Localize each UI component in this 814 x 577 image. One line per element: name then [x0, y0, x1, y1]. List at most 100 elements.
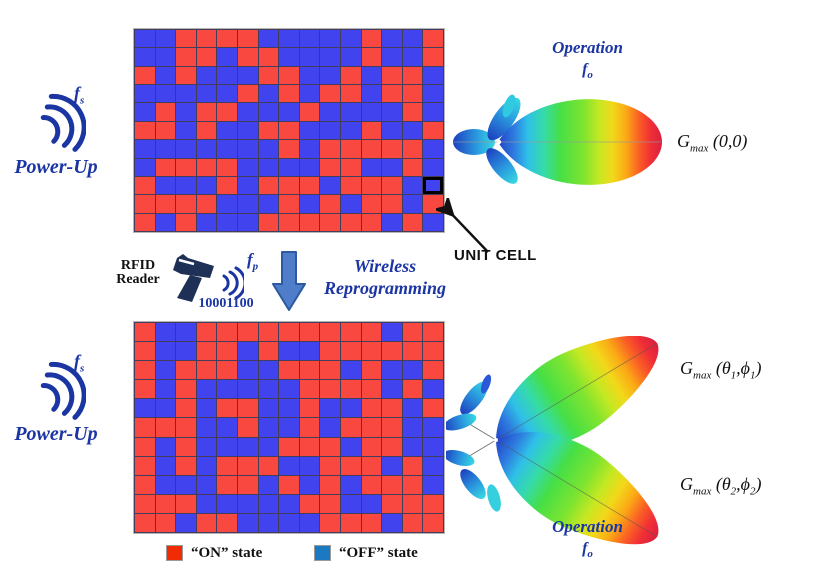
grid-cell-off	[258, 475, 279, 494]
grid-cell-on	[320, 158, 340, 176]
grid-cell-off	[299, 66, 320, 85]
grid-cell-off	[176, 475, 196, 494]
grid-cell-on	[402, 494, 423, 513]
grid-cell-off	[217, 121, 237, 140]
grid-cell-on	[320, 195, 340, 213]
grid-cell-on	[135, 195, 155, 213]
grid-cell-off	[299, 121, 320, 140]
grid-cell-off	[196, 456, 217, 475]
grid-cell-on	[258, 213, 279, 231]
grid-cell-on	[176, 437, 196, 456]
grid-cell-on	[196, 121, 217, 140]
grid-cell-on	[217, 323, 237, 342]
grid-cell-off	[238, 158, 258, 176]
grid-cell-on	[402, 140, 423, 158]
grid-cell-off	[155, 323, 176, 342]
grid-cell-off	[196, 176, 217, 195]
grid-cell-on	[279, 85, 299, 103]
grid-cell-on	[320, 323, 340, 342]
grid-cell-off	[135, 399, 155, 418]
grid-cell-on	[217, 513, 237, 532]
grid-cell-on	[238, 85, 258, 103]
grid-cell-off	[155, 85, 176, 103]
unit-cell	[423, 176, 443, 195]
single-beam-pattern	[453, 94, 662, 185]
grid-cell-on	[341, 380, 361, 399]
grid-cell-off	[258, 418, 279, 437]
grid-cell-off	[320, 399, 340, 418]
grid-cell-on	[341, 323, 361, 342]
grid-cell-on	[217, 342, 237, 361]
text-segment: G	[680, 358, 693, 378]
gain-label-beam1: Gmax (θ1,ϕ1)	[680, 358, 762, 382]
off-state-label: “OFF” state	[339, 545, 418, 561]
grid-cell-on	[135, 456, 155, 475]
grid-cell-on	[299, 437, 320, 456]
lower-lobe	[468, 423, 659, 545]
grid-cell-on	[258, 66, 279, 85]
grid-cell-on	[176, 195, 196, 213]
grid-cell-off	[402, 418, 423, 437]
grid-cell-on	[155, 494, 176, 513]
grid-cell-off	[423, 158, 443, 176]
grid-cell-off	[341, 361, 361, 380]
grid-cell-off	[320, 48, 340, 66]
grid-cell-on	[341, 456, 361, 475]
text-segment: p	[252, 260, 259, 273]
grid-cell-off	[217, 380, 237, 399]
grid-cell-on	[320, 380, 340, 399]
grid-cell-off	[341, 103, 361, 121]
grid-cell-on	[135, 176, 155, 195]
grid-cell-off	[423, 456, 443, 475]
grid-cell-on	[361, 475, 382, 494]
grid-cell-on	[382, 140, 402, 158]
grid-cell-on	[176, 456, 196, 475]
grid-cell-on	[320, 361, 340, 380]
grid-cell-on	[402, 342, 423, 361]
grid-cell-off	[341, 48, 361, 66]
top-metasurface-grid	[133, 28, 445, 233]
grid-cell-on	[341, 342, 361, 361]
grid-cell-off	[382, 456, 402, 475]
grid-cell-off	[238, 437, 258, 456]
grid-cell-off	[196, 140, 217, 158]
grid-cell-off	[423, 213, 443, 231]
grid-cell-on	[423, 48, 443, 66]
grid-cell-off	[217, 48, 237, 66]
grid-cell-off	[217, 418, 237, 437]
grid-cell-off	[258, 513, 279, 532]
grid-cell-on	[135, 494, 155, 513]
grid-cell-off	[217, 213, 237, 231]
grid-cell-off	[320, 176, 340, 195]
grid-cell-off	[279, 103, 299, 121]
grid-cell-on	[135, 475, 155, 494]
grid-cell-on	[341, 140, 361, 158]
grid-cell-on	[176, 48, 196, 66]
grid-cell-off	[155, 342, 176, 361]
gain-label-beam2: Gmax (θ2,ϕ2)	[680, 474, 762, 498]
grid-cell-on	[176, 399, 196, 418]
text-segment: 1	[750, 369, 756, 382]
grid-cell-on	[279, 323, 299, 342]
grid-cell-off	[341, 437, 361, 456]
text-segment: ,ϕ	[736, 474, 750, 494]
grid-cell-on	[361, 399, 382, 418]
grid-cell-on	[196, 342, 217, 361]
grid-cell-off	[155, 176, 176, 195]
grid-cell-on	[217, 399, 237, 418]
grid-cell-on	[238, 30, 258, 48]
grid-cell-on	[176, 494, 196, 513]
grid-cell-on	[279, 140, 299, 158]
grid-cell-on	[382, 418, 402, 437]
bit-sequence-label: 10001100	[198, 296, 254, 311]
grid-cell-off	[341, 121, 361, 140]
grid-cell-off	[279, 494, 299, 513]
grid-cell-off	[361, 66, 382, 85]
grid-cell-on	[382, 494, 402, 513]
grid-cell-on	[423, 323, 443, 342]
text-segment: f	[74, 351, 80, 371]
grid-cell-on	[258, 176, 279, 195]
grid-cell-off	[258, 494, 279, 513]
text-segment: s	[80, 94, 85, 107]
